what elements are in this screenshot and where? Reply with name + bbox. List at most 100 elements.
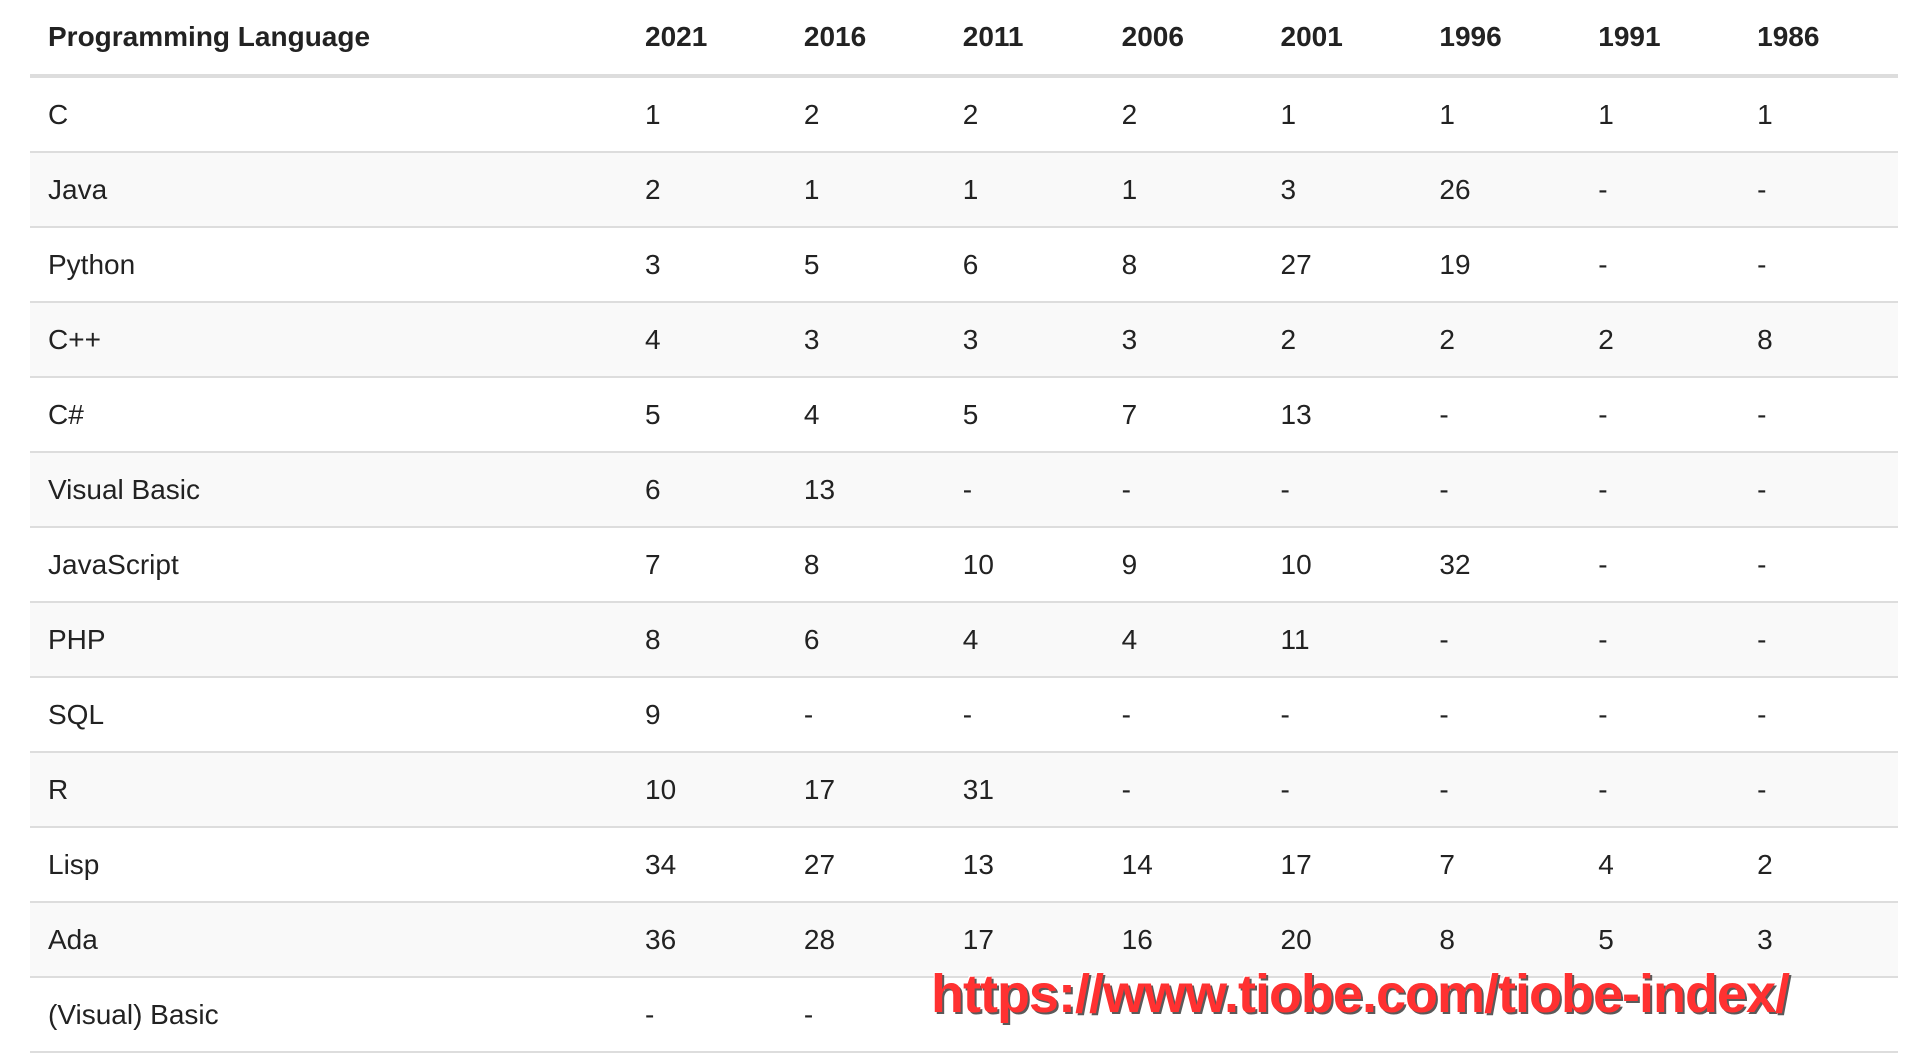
column-header-year: 1991: [1580, 0, 1740, 78]
rank-cell: 17: [944, 902, 1104, 978]
rank-cell: 20: [1262, 902, 1422, 978]
table-row: C++ 4 3 3 3 2 2 2 8: [30, 302, 1898, 378]
language-name-cell: C: [30, 76, 627, 153]
ranking-table-container: Programming Language 2021 2016 2011 2006 2001…: [30, 0, 1898, 1053]
table-row: JavaScript 7 8 10 9 10 32- -: [30, 527, 1898, 603]
column-header-language: Programming Language: [30, 0, 627, 78]
rank-cell: 13: [785, 452, 945, 528]
rank-cell: [1103, 977, 1263, 1053]
rank-cell: 3: [627, 227, 786, 303]
column-header-year: 2011: [944, 0, 1104, 78]
rank-cell: -: [1421, 377, 1581, 453]
rank-cell: 3: [1739, 902, 1898, 978]
rank-cell: 6: [944, 227, 1104, 303]
table-row: PHP 8 6 4 4 11- - -: [30, 602, 1898, 678]
rank-cell: -: [1421, 602, 1581, 678]
rank-cell: -: [1739, 527, 1898, 603]
column-header-year: 2021: [627, 0, 786, 78]
rank-cell: 14: [1103, 827, 1263, 903]
language-name-cell: JavaScript: [30, 527, 627, 603]
rank-cell: 27: [1262, 227, 1422, 303]
rank-cell: -: [785, 977, 945, 1053]
rank-cell: -: [1580, 677, 1740, 753]
column-header-year: 2016: [785, 0, 945, 78]
rank-cell: -: [1739, 677, 1898, 753]
rank-cell: 4: [785, 377, 945, 453]
language-name-cell: PHP: [30, 602, 627, 678]
table-body: C 1 2 2 2 1 1 1 1 Java 2 1 1 1 3 26- - Python 3 5 6 8 27 19- - C+…: [30, 76, 1898, 1053]
rank-cell: -: [1421, 452, 1581, 528]
rank-cell: 8: [785, 527, 945, 603]
rank-cell: -: [944, 452, 1104, 528]
rank-cell: 10: [944, 527, 1104, 603]
rank-cell: 19: [1421, 227, 1581, 303]
column-header-year: 1986: [1739, 0, 1898, 78]
table-row: Ada 36 28 17 16 20 8 5 3: [30, 902, 1898, 978]
rank-cell: -: [785, 677, 945, 753]
rank-cell: -: [627, 977, 786, 1053]
language-name-cell: (Visual) Basic: [30, 977, 627, 1053]
rank-cell: 17: [785, 752, 945, 828]
rank-cell: 17: [1262, 827, 1422, 903]
rank-cell: 2: [1580, 302, 1740, 378]
rank-cell: 13: [944, 827, 1104, 903]
rank-cell: 8: [1739, 302, 1898, 378]
column-header-year: 1996: [1421, 0, 1581, 78]
rank-cell: 3: [785, 302, 945, 378]
rank-cell: 2: [627, 152, 786, 228]
rank-cell: 11: [1262, 602, 1422, 678]
rank-cell: -: [1580, 377, 1740, 453]
rank-cell: 9: [627, 677, 786, 753]
rank-cell: 26: [1421, 152, 1581, 228]
language-name-cell: SQL: [30, 677, 627, 753]
rank-cell: 3: [944, 302, 1104, 378]
column-header-year: 2001: [1262, 0, 1422, 78]
rank-cell: 1: [1421, 76, 1581, 153]
rank-cell: 2: [1739, 827, 1898, 903]
rank-cell: -: [1739, 152, 1898, 228]
rank-cell: -: [1580, 452, 1740, 528]
rank-cell: 27: [785, 827, 945, 903]
table-header: Programming Language 2021 2016 2011 2006 2001…: [30, 0, 1898, 78]
rank-cell: 2: [1262, 302, 1422, 378]
rank-cell: 3: [1262, 152, 1422, 228]
rank-cell: 5: [785, 227, 945, 303]
table-row: Visual Basic 6 13- - - - - -: [30, 452, 1898, 528]
rank-cell: 2: [1421, 302, 1581, 378]
rank-cell: 8: [1103, 227, 1263, 303]
language-name-cell: Java: [30, 152, 627, 228]
language-ranking-table: Programming Language 2021 2016 2011 2006 2001…: [30, 0, 1898, 1053]
language-name-cell: C++: [30, 302, 627, 378]
rank-cell: 1: [1262, 76, 1422, 153]
table-row: (Visual) Basic - -: [30, 977, 1898, 1053]
rank-cell: -: [1103, 752, 1263, 828]
rank-cell: 4: [1580, 827, 1740, 903]
rank-cell: 31: [944, 752, 1104, 828]
rank-cell: 1: [1103, 152, 1263, 228]
rank-cell: 10: [627, 752, 786, 828]
table-row: Java 2 1 1 1 3 26- -: [30, 152, 1898, 228]
rank-cell: 5: [627, 377, 786, 453]
rank-cell: -: [1739, 602, 1898, 678]
rank-cell: 1: [1739, 76, 1898, 153]
rank-cell: [1739, 977, 1898, 1053]
rank-cell: 28: [785, 902, 945, 978]
rank-cell: 1: [944, 152, 1104, 228]
rank-cell: 3: [1103, 302, 1263, 378]
rank-cell: 8: [627, 602, 786, 678]
column-header-year: 2006: [1103, 0, 1263, 78]
rank-cell: -: [1580, 527, 1740, 603]
rank-cell: -: [1739, 377, 1898, 453]
rank-cell: 6: [627, 452, 786, 528]
table-row: Python 3 5 6 8 27 19- -: [30, 227, 1898, 303]
rank-cell: [1580, 977, 1740, 1053]
language-name-cell: Visual Basic: [30, 452, 627, 528]
rank-cell: -: [1421, 752, 1581, 828]
rank-cell: [944, 977, 1104, 1053]
rank-cell: -: [1580, 227, 1740, 303]
rank-cell: 8: [1421, 902, 1581, 978]
rank-cell: -: [1262, 677, 1422, 753]
rank-cell: -: [1739, 752, 1898, 828]
rank-cell: [1421, 977, 1581, 1053]
